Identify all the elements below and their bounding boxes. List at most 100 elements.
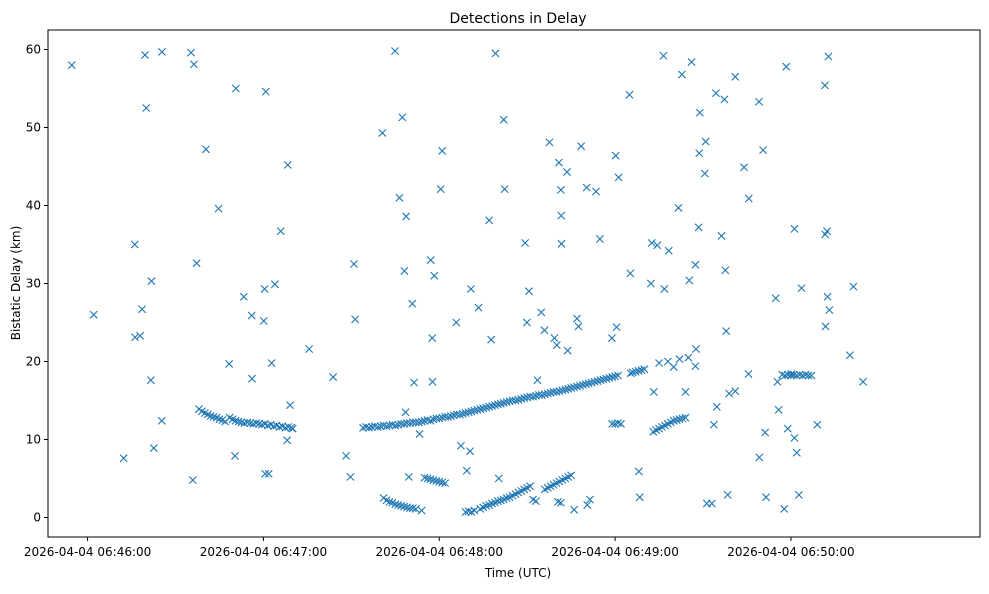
data-point (611, 372, 620, 381)
data-point (695, 108, 704, 117)
data-point (246, 419, 255, 428)
data-point (496, 496, 505, 505)
data-point (247, 374, 256, 383)
data-point (346, 472, 355, 481)
data-point (798, 371, 807, 380)
data-point (391, 47, 399, 56)
data-point (723, 490, 732, 499)
data-point (521, 238, 530, 247)
data-point (391, 500, 400, 509)
data-point (239, 292, 248, 301)
data-point (408, 299, 417, 308)
data-point (625, 90, 634, 99)
data-point (778, 370, 787, 379)
data-point (436, 185, 445, 194)
data-point (388, 420, 397, 429)
data-point (225, 359, 234, 368)
data-point (635, 493, 644, 502)
data-point (634, 366, 643, 375)
data-point (611, 419, 620, 428)
data-point (669, 362, 678, 371)
data-point (206, 412, 215, 421)
y-tick-label: 0 (33, 511, 41, 525)
data-point (570, 505, 579, 514)
data-point (755, 453, 764, 462)
data-point (485, 216, 494, 225)
data-point (711, 89, 720, 98)
data-point (252, 419, 261, 428)
data-point (522, 318, 531, 327)
data-point (426, 256, 435, 265)
data-point (664, 246, 673, 255)
data-point (574, 322, 583, 331)
data-point (435, 477, 444, 486)
data-point (849, 282, 858, 291)
data-point (674, 203, 683, 212)
y-tick-label: 10 (26, 433, 41, 447)
data-point (411, 504, 420, 513)
data-point (578, 380, 587, 389)
data-point (552, 387, 561, 396)
data-point (540, 390, 549, 399)
data-point (234, 417, 243, 426)
data-point (537, 391, 546, 400)
data-point (628, 368, 637, 377)
data-point (423, 474, 432, 483)
data-point (780, 504, 789, 513)
data-point (583, 501, 592, 510)
data-points (67, 47, 868, 517)
data-point (414, 418, 423, 427)
data-point (592, 187, 601, 196)
data-point (825, 306, 834, 315)
data-point (157, 416, 166, 425)
data-point (462, 466, 471, 475)
data-point (209, 412, 218, 421)
data-point (435, 414, 444, 423)
data-point (537, 308, 546, 317)
x-tick-label: 2026-04-04 06:49:00 (551, 545, 678, 559)
data-point (288, 424, 297, 433)
data-point (147, 277, 156, 286)
data-point (637, 366, 646, 375)
data-point (461, 408, 470, 417)
data-point (573, 382, 582, 391)
x-tick-label: 2026-04-04 06:50:00 (727, 545, 854, 559)
data-point (691, 362, 700, 371)
data-point (821, 322, 830, 331)
data-point (430, 271, 439, 280)
data-point (429, 476, 438, 485)
data-point (529, 392, 538, 401)
data-point (215, 415, 224, 424)
data-point (612, 323, 621, 332)
data-point (485, 402, 494, 411)
data-point (401, 408, 410, 417)
data-point (438, 478, 447, 487)
data-point (634, 467, 643, 476)
data-point (789, 370, 798, 379)
data-point (496, 399, 505, 408)
data-point (614, 173, 623, 182)
data-point (659, 51, 668, 60)
data-point (567, 471, 576, 480)
data-point (669, 416, 678, 425)
data-point (725, 389, 734, 398)
data-point (614, 419, 623, 428)
data-point (782, 62, 791, 71)
data-point (379, 421, 388, 430)
data-point (783, 424, 792, 433)
data-point (138, 305, 147, 314)
data-point (707, 499, 716, 508)
data-point (146, 376, 155, 385)
data-point (89, 310, 98, 319)
data-point (681, 387, 690, 396)
data-point (261, 87, 270, 96)
data-point (240, 419, 249, 428)
data-point (550, 334, 559, 343)
data-point (561, 385, 570, 394)
data-point (438, 146, 447, 155)
data-point (740, 163, 749, 172)
data-point (494, 474, 503, 483)
data-point (400, 502, 409, 511)
data-point (577, 142, 586, 151)
data-point (575, 381, 584, 390)
